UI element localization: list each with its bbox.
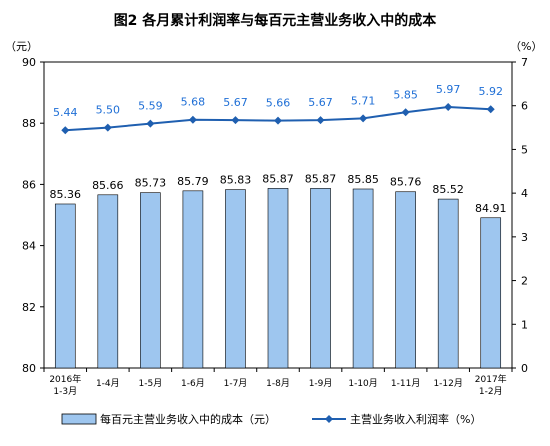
left-axis-unit: （元） (5, 40, 38, 53)
line-point (444, 103, 453, 112)
bar-value-label: 85.85 (347, 173, 379, 186)
bar (54, 203, 76, 369)
right-axis-unit: （%） (510, 40, 542, 53)
bar-value-label: 84.91 (475, 202, 507, 215)
bar (267, 188, 289, 369)
category-label: 2017年 (475, 373, 507, 385)
line-value-label: 5.66 (266, 97, 291, 110)
bar-value-label: 85.36 (50, 188, 82, 201)
category-label: 1-10月 (348, 378, 377, 389)
category-label: 1-4月 (96, 378, 120, 389)
left-tick-label: 86 (22, 178, 36, 191)
legend-bar-swatch (61, 413, 97, 425)
legend-line-marker (325, 415, 333, 423)
line-point (274, 116, 282, 125)
right-axis: 0 1 2 3 4 5 6 7 (512, 56, 528, 375)
left-axis: 80 82 84 86 88 90 (22, 56, 44, 375)
line-value-label: 5.50 (96, 104, 121, 117)
left-tick-label: 90 (22, 56, 36, 69)
bar-value-label: 85.79 (177, 175, 209, 188)
line-value-label: 5.71 (351, 94, 376, 107)
bar (352, 188, 374, 369)
bar (97, 194, 119, 369)
line-value-labels: 5.44 5.50 5.59 5.68 5.67 5.66 5.67 5.71 5.85 5.97… (53, 83, 503, 119)
left-tick-label: 84 (22, 240, 36, 253)
bar (437, 198, 459, 369)
bar-value-label: 85.76 (390, 176, 422, 189)
line-value-label: 5.68 (181, 96, 206, 109)
bar-value-label: 85.66 (92, 179, 124, 192)
bar-value-labels: 85.36 85.66 85.73 85.79 85.83 85.87 85.87 85.85… (50, 172, 507, 214)
line-point (401, 108, 410, 117)
line-value-label: 5.44 (53, 106, 78, 119)
left-tick-label: 82 (22, 301, 36, 314)
right-tick-label: 6 (521, 100, 528, 113)
category-label: 1-2月 (479, 386, 503, 397)
category-label: 1-6月 (181, 378, 205, 389)
line-point (359, 114, 368, 123)
category-label: 1-3月 (53, 386, 77, 397)
line-value-label: 5.59 (138, 100, 163, 113)
bar (225, 189, 246, 369)
line-value-label: 5.85 (393, 88, 418, 101)
category-label: 1-9月 (309, 378, 333, 389)
bar (395, 191, 416, 369)
bar (140, 192, 161, 369)
line-value-label: 5.92 (478, 85, 503, 98)
bar-value-label: 85.73 (135, 177, 167, 190)
right-tick-label: 0 (521, 362, 528, 375)
line-point (146, 119, 155, 128)
line-point (188, 115, 197, 124)
line-point (231, 116, 240, 125)
bar (480, 217, 502, 369)
line-value-label: 5.97 (436, 83, 461, 96)
line-point (61, 126, 70, 135)
category-label: 1-8月 (266, 378, 290, 389)
line-point (486, 105, 495, 114)
left-tick-label: 88 (22, 117, 36, 130)
category-label: 2016年 (49, 373, 81, 385)
line-point (103, 123, 112, 132)
bar-value-label: 85.87 (262, 172, 294, 185)
bar (182, 190, 204, 369)
left-tick-label: 80 (22, 362, 36, 375)
legend: 每百元主营业务收入中的成本（元） 主营业务收入利润率（%） (61, 412, 481, 426)
legend-line-label: 主营业务收入利润率（%） (350, 412, 481, 426)
right-tick-label: 1 (521, 318, 528, 331)
category-label: 1-12月 (433, 378, 462, 389)
right-tick-label: 7 (521, 56, 528, 69)
category-label: 1-5月 (139, 378, 163, 389)
bar-value-label: 85.87 (305, 172, 337, 185)
chart-title: 图2 各月累计利润率与每百元主营业务收入中的成本 (114, 12, 438, 29)
category-label: 1-11月 (391, 378, 420, 389)
right-tick-label: 5 (521, 143, 528, 156)
line-value-label: 5.67 (308, 96, 333, 109)
bar-series (54, 188, 502, 369)
right-tick-label: 2 (521, 275, 528, 288)
bar-value-label: 85.52 (432, 183, 464, 196)
bar (310, 188, 331, 369)
right-tick-label: 4 (521, 187, 528, 200)
category-label: 1-7月 (224, 378, 248, 389)
line-point (316, 116, 325, 125)
line-series (61, 103, 495, 135)
legend-bar-label: 每百元主营业务收入中的成本（元） (100, 412, 276, 426)
line-value-label: 5.67 (223, 96, 248, 109)
right-tick-label: 3 (521, 231, 528, 244)
bar-value-label: 85.83 (220, 174, 252, 187)
